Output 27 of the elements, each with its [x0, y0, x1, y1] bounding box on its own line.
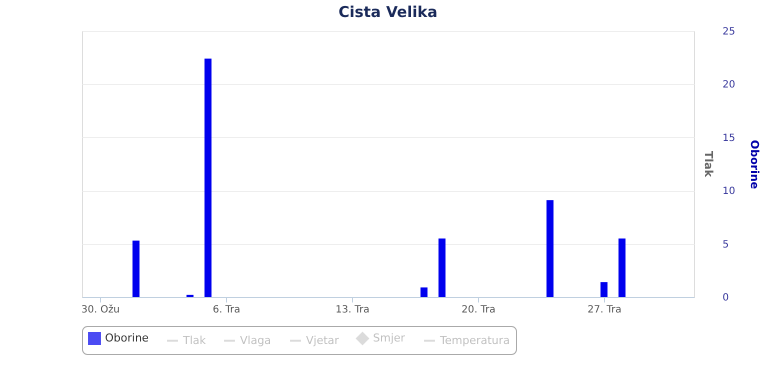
bar [618, 238, 626, 297]
bar [600, 282, 608, 297]
y-tick-label: 10 [722, 186, 736, 198]
x-tick-label: 6. Tra [212, 304, 240, 316]
legend-label: Oborine [105, 332, 149, 345]
bar [438, 238, 446, 297]
legend-label: Temperatura [439, 334, 510, 347]
y-tick-label: 20 [722, 80, 736, 91]
legend-label: Tlak [182, 334, 207, 347]
x-tick-label: 20. Tra [462, 304, 496, 316]
y-tick-label: 15 [722, 132, 736, 144]
x-tick-label: 13. Tra [336, 304, 370, 316]
legend-label: Vjetar [306, 334, 340, 347]
y-tick-label: 5 [722, 239, 729, 250]
x-tick-label: 30. Ožu [81, 304, 120, 316]
legend-label: Smjer [373, 332, 406, 345]
bar [204, 58, 212, 297]
y-axis-title: Oborine [748, 140, 762, 190]
y-tick-label: 25 [722, 26, 736, 38]
legend-label: Vlaga [240, 334, 272, 347]
x-tick-label: 27. Tra [588, 304, 622, 316]
bar [132, 240, 140, 297]
y-tick-label: 0 [722, 292, 729, 304]
bar [420, 287, 428, 297]
chart-title: Cista Velika [338, 3, 438, 21]
text: Tlak [702, 150, 715, 178]
bar [546, 200, 554, 297]
